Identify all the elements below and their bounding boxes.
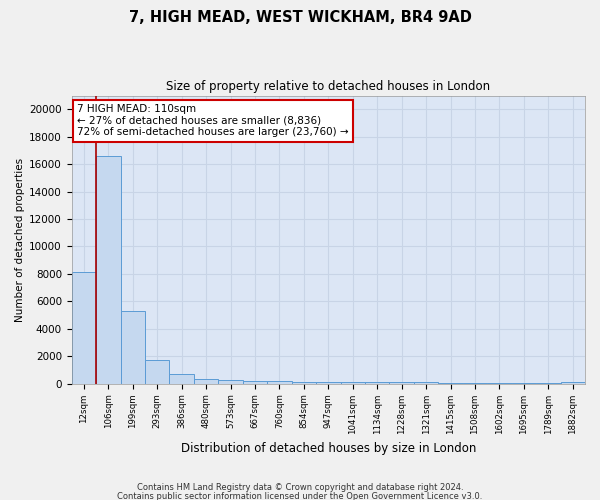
Bar — [341, 382, 365, 384]
Bar — [365, 382, 389, 384]
Bar — [389, 382, 414, 384]
Bar — [292, 382, 316, 384]
Text: 7 HIGH MEAD: 110sqm
← 27% of detached houses are smaller (8,836)
72% of semi-det: 7 HIGH MEAD: 110sqm ← 27% of detached ho… — [77, 104, 349, 138]
X-axis label: Distribution of detached houses by size in London: Distribution of detached houses by size … — [181, 442, 476, 455]
Bar — [243, 380, 267, 384]
Bar — [536, 383, 560, 384]
Bar — [145, 360, 169, 384]
Title: Size of property relative to detached houses in London: Size of property relative to detached ho… — [166, 80, 490, 93]
Bar — [218, 380, 243, 384]
Bar — [121, 311, 145, 384]
Bar — [512, 383, 536, 384]
Bar — [71, 272, 96, 384]
Bar — [96, 156, 121, 384]
Bar — [414, 382, 439, 384]
Bar — [194, 379, 218, 384]
Bar — [169, 374, 194, 384]
Bar — [316, 382, 341, 384]
Bar — [487, 383, 512, 384]
Y-axis label: Number of detached properties: Number of detached properties — [15, 158, 25, 322]
Bar — [267, 381, 292, 384]
Bar — [463, 382, 487, 384]
Text: 7, HIGH MEAD, WEST WICKHAM, BR4 9AD: 7, HIGH MEAD, WEST WICKHAM, BR4 9AD — [128, 10, 472, 25]
Bar — [560, 382, 585, 384]
Text: Contains public sector information licensed under the Open Government Licence v3: Contains public sector information licen… — [118, 492, 482, 500]
Bar — [439, 382, 463, 384]
Text: Contains HM Land Registry data © Crown copyright and database right 2024.: Contains HM Land Registry data © Crown c… — [137, 484, 463, 492]
